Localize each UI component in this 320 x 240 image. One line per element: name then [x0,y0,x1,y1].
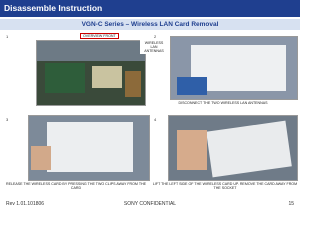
caption: LIFT THE LEFT SIDE OF THE WIRELESS CARD … [152,182,298,191]
photo [36,40,146,106]
footer-revision: Rev 1.01.101806 [6,201,45,207]
step-number: 1 [6,34,9,39]
caption: DISCONNECT THE TWO WIRELESS LAN ANTENNAS [178,101,268,105]
step-number: 2 [154,34,157,39]
footer-confidential: SONY CONFIDENTIAL [123,201,177,207]
step-number: 3 [6,117,9,122]
photo [28,115,150,181]
header-title: Disassemble Instruction [0,0,300,17]
photo-label: WIRELESS LAN ANTENNAS [140,40,168,54]
caption: RELEASE THE WIRELESS CARD BY PRESSING TH… [5,182,147,191]
photo-label: OVERVIEW FRONT [80,33,119,39]
page: Disassemble Instruction VGN-C Series – W… [0,0,300,207]
header-subtitle: VGN-C Series – Wireless LAN Card Removal [0,19,300,30]
photo [170,36,298,100]
photo [168,115,298,181]
step-number: 4 [154,117,157,122]
footer-page: 15 [288,201,294,207]
